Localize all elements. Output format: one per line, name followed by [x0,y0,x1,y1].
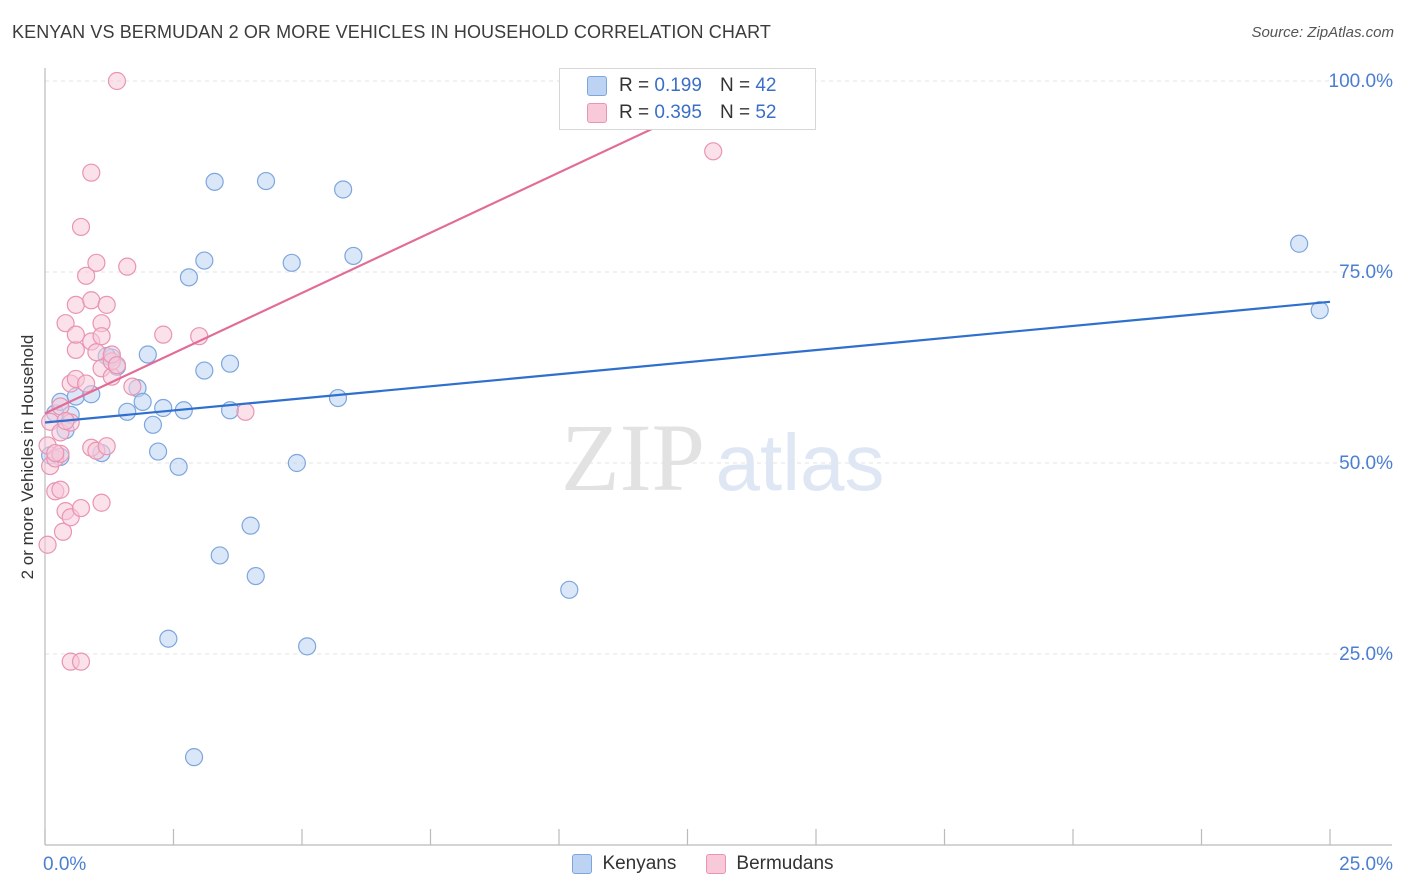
kenyan-point [138,345,157,364]
kenyan-point [334,180,353,199]
bermudan-point [92,327,111,346]
kenyan-point [560,580,579,599]
kenyan-point [184,748,204,767]
bermudan-swatch [587,103,607,123]
kenyan-point [241,516,260,535]
bermudan-point [107,356,127,375]
bermudan-point [71,652,91,671]
bermudan-point [77,374,96,393]
kenyan-point [154,398,173,418]
kenyan-point [118,402,137,421]
legend-label-bermudans: Bermudans [736,853,834,874]
n-value-bermudan: 52 [755,102,777,123]
series-legend: Kenyans Bermudans [0,852,1406,876]
kenyan-point [143,415,163,434]
legend-label-kenyans: Kenyans [602,853,677,874]
kenyan-swatch [587,76,607,96]
stats-row-bermudan: R = 0.395 N = 52 [587,101,776,125]
r-value-bermudan: 0.395 [654,102,702,123]
stats-legend: R = 0.199 N = 42 R = 0.395 N = 52 [559,68,816,130]
bermudan-point [118,257,137,276]
kenyan-point [159,629,178,648]
kenyan-point [210,546,229,565]
bermudan-point [87,253,106,272]
n-value-kenyan: 42 [755,75,777,96]
chart-title: KENYAN VS BERMUDAN 2 OR MORE VEHICLES IN… [12,22,771,42]
trend-lines [44,80,1331,424]
bermudan-point [38,535,57,554]
source-label: Source: ZipAtlas.com [1251,24,1394,41]
kenyan-point [169,457,188,476]
bermudan-point [82,163,101,182]
bermudan-point [97,437,116,456]
y-tick-label: 50.0% [1339,453,1393,474]
bermudan-point [704,142,723,161]
bermudan-point [51,480,70,499]
kenyan-point [246,566,265,586]
watermark-zip: ZIP [561,404,705,511]
bermudan-point [77,266,96,285]
bermudan-point [123,377,142,396]
kenyan-point [282,253,301,272]
y-tick-label: 100.0% [1329,71,1394,92]
r-label: R = [619,75,650,96]
legend-item-bermudans[interactable]: Bermudans [706,853,834,875]
n-label: N = [719,102,751,123]
bermudan-point [66,295,85,314]
bermudan-point [92,493,111,512]
watermark-atlas: atlas [716,418,885,507]
tick-labels: 25.0% 50.0% 75.0% 100.0% 0.0% 25.0% [43,71,1393,875]
kenyan-point [256,171,276,191]
kenyan-trend-line [44,300,1331,424]
y-tick-label: 75.0% [1339,262,1393,283]
bermudan-point [71,498,91,518]
legend-item-kenyans[interactable]: Kenyans [572,853,676,875]
kenyan-point [287,453,306,473]
kenyan-point [220,354,240,373]
bermudan-point [97,295,116,314]
bermudan-point [236,402,255,421]
bermudan-point [66,325,85,344]
y-tick-label: 25.0% [1339,644,1393,665]
bermudan-point [71,217,91,237]
gridlines [45,80,1392,655]
kenyan-point [328,388,348,408]
kenyan-point [179,268,199,287]
bermudan-point [87,343,106,362]
kenyan-swatch [572,854,593,874]
bermudan-point [46,443,65,463]
bermudan-point [154,325,173,344]
kenyan-point [133,392,152,411]
kenyan-point [195,251,214,270]
x-tick-label: 25.0% [1339,854,1393,875]
stats-row-kenyan: R = 0.199 N = 42 [587,74,776,98]
kenyan-point [205,172,224,191]
bermudan-trend-line [44,80,755,415]
kenyan-point [344,246,363,266]
bermudan-point [56,314,75,333]
bermudan-point [82,291,101,310]
r-value-kenyan: 0.199 [654,75,702,96]
bermudan-swatch [706,854,727,874]
bermudan-point [66,340,85,360]
kenyan-point [195,361,214,380]
bermudan-point [53,522,73,541]
bermudan-points [38,71,723,671]
kenyan-point [298,637,317,656]
n-label: N = [719,75,751,96]
r-label: R = [619,102,650,123]
x-tick-label: 0.0% [43,854,86,875]
kenyan-point [1290,234,1309,253]
bermudan-point [107,71,127,91]
kenyan-point [148,442,168,461]
